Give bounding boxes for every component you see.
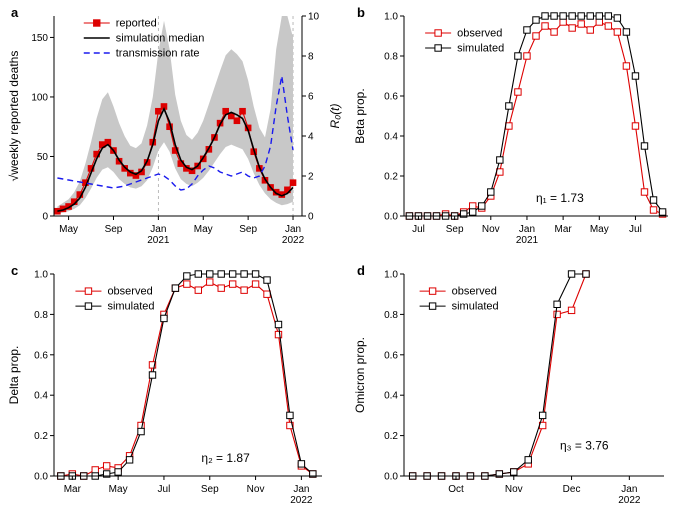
svg-text:0.4: 0.4 bbox=[384, 132, 398, 143]
svg-text:Oct: Oct bbox=[448, 484, 464, 495]
svg-text:1.0: 1.0 bbox=[384, 270, 398, 281]
svg-text:observed: observed bbox=[107, 286, 152, 298]
svg-text:η₁ = 1.73: η₁ = 1.73 bbox=[536, 191, 584, 205]
svg-text:Jan: Jan bbox=[285, 224, 301, 235]
panel-c-delta-proportion-chart: 0.0 0.2 0.4 0.6 0.8 1.0 Mar May Jul Sep Nov Jan2022… bbox=[7, 263, 322, 506]
svg-text:η₂ = 1.87: η₂ = 1.87 bbox=[201, 451, 250, 465]
svg-text:4: 4 bbox=[308, 132, 314, 143]
svg-text:May: May bbox=[194, 224, 213, 235]
svg-text:η₃ = 3.76: η₃ = 3.76 bbox=[560, 439, 609, 453]
svg-text:Sep: Sep bbox=[201, 484, 219, 495]
svg-text:0.0: 0.0 bbox=[384, 472, 398, 483]
svg-text:Nov: Nov bbox=[482, 224, 500, 235]
svg-text:0.4: 0.4 bbox=[34, 391, 48, 402]
svg-text:Jul: Jul bbox=[629, 224, 642, 235]
svg-text:50: 50 bbox=[37, 152, 49, 163]
svg-text:simulated: simulated bbox=[457, 43, 504, 55]
svg-text:observed: observed bbox=[452, 286, 497, 298]
svg-text:reported: reported bbox=[116, 18, 157, 30]
svg-text:0: 0 bbox=[42, 212, 48, 223]
svg-text:Jan: Jan bbox=[150, 224, 166, 235]
svg-text:transmission rate: transmission rate bbox=[116, 48, 200, 60]
svg-text:2022: 2022 bbox=[618, 495, 641, 506]
svg-text:Nov: Nov bbox=[505, 484, 523, 495]
svg-text:observed: observed bbox=[457, 28, 502, 40]
svg-text:Delta prop.: Delta prop. bbox=[7, 346, 21, 405]
svg-text:8: 8 bbox=[308, 52, 314, 63]
svg-text:1.0: 1.0 bbox=[34, 270, 48, 281]
svg-text:150: 150 bbox=[31, 33, 48, 44]
svg-text:Sep: Sep bbox=[105, 224, 123, 235]
svg-text:Jan: Jan bbox=[621, 484, 637, 495]
svg-text:√weekly reported deaths: √weekly reported deaths bbox=[7, 51, 21, 182]
svg-text:0.8: 0.8 bbox=[384, 310, 398, 321]
svg-text:Nov: Nov bbox=[247, 484, 265, 495]
svg-text:Mar: Mar bbox=[64, 484, 82, 495]
svg-text:Sep: Sep bbox=[239, 224, 257, 235]
svg-text:b: b bbox=[357, 5, 365, 20]
svg-text:simulated: simulated bbox=[107, 301, 154, 313]
svg-text:d: d bbox=[357, 263, 365, 278]
svg-text:Jul: Jul bbox=[412, 224, 425, 235]
svg-text:0.8: 0.8 bbox=[34, 310, 48, 321]
svg-text:Omicron prop.: Omicron prop. bbox=[353, 337, 367, 413]
svg-text:0: 0 bbox=[308, 212, 314, 223]
svg-text:simulated: simulated bbox=[452, 301, 499, 313]
svg-text:10: 10 bbox=[308, 12, 320, 23]
svg-text:0.4: 0.4 bbox=[384, 391, 398, 402]
svg-text:R₀(t): R₀(t) bbox=[328, 103, 342, 128]
svg-text:0.6: 0.6 bbox=[34, 350, 48, 361]
svg-text:Jan: Jan bbox=[519, 224, 535, 235]
svg-text:2021: 2021 bbox=[516, 235, 539, 246]
svg-text:2022: 2022 bbox=[282, 235, 305, 246]
svg-text:2021: 2021 bbox=[147, 235, 170, 246]
svg-text:0.8: 0.8 bbox=[384, 52, 398, 63]
svg-text:0.2: 0.2 bbox=[384, 172, 398, 183]
svg-text:0.0: 0.0 bbox=[384, 212, 398, 223]
svg-text:0.2: 0.2 bbox=[34, 431, 48, 442]
svg-text:May: May bbox=[109, 484, 128, 495]
svg-text:0.6: 0.6 bbox=[384, 350, 398, 361]
svg-text:simulation median: simulation median bbox=[116, 33, 205, 45]
svg-text:100: 100 bbox=[31, 92, 48, 103]
svg-text:0.0: 0.0 bbox=[34, 472, 48, 483]
svg-text:Jul: Jul bbox=[158, 484, 171, 495]
svg-text:a: a bbox=[11, 5, 19, 20]
svg-text:0.2: 0.2 bbox=[384, 431, 398, 442]
svg-text:Sep: Sep bbox=[446, 224, 464, 235]
svg-text:Beta prop.: Beta prop. bbox=[353, 88, 367, 143]
svg-text:May: May bbox=[59, 224, 78, 235]
svg-text:Jan: Jan bbox=[293, 484, 309, 495]
svg-text:1.0: 1.0 bbox=[384, 12, 398, 23]
svg-text:Dec: Dec bbox=[563, 484, 581, 495]
svg-text:May: May bbox=[590, 224, 609, 235]
svg-text:0.6: 0.6 bbox=[384, 92, 398, 103]
svg-text:2022: 2022 bbox=[290, 495, 313, 506]
svg-text:6: 6 bbox=[308, 92, 314, 103]
svg-text:c: c bbox=[11, 263, 18, 278]
svg-text:Mar: Mar bbox=[555, 224, 573, 235]
svg-text:2: 2 bbox=[308, 172, 314, 183]
